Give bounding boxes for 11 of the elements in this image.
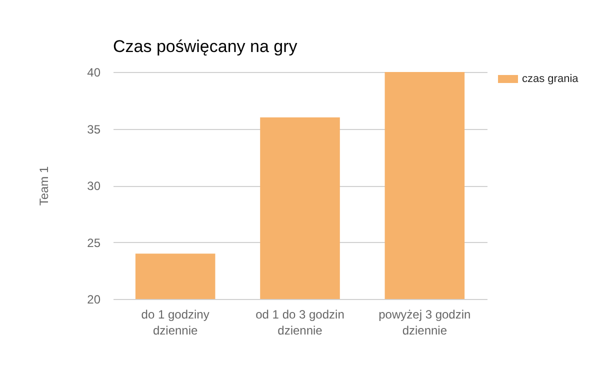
y-tick-label: 35 <box>87 122 101 136</box>
y-tick-label: 25 <box>87 236 101 250</box>
x-tick-label: od 1 do 3 godzin dziennie <box>256 308 344 338</box>
y-tick-label: 20 <box>87 292 101 306</box>
chart-title: Czas poświęcany na gry <box>113 37 298 56</box>
x-tick-label: do 1 godziny dziennie <box>141 308 210 338</box>
y-tick-label: 30 <box>87 179 101 193</box>
y-tick-label: 40 <box>87 66 101 80</box>
legend-label: czas grania <box>522 73 580 85</box>
x-tick-label: powyżej 3 godzin dziennie <box>378 308 471 338</box>
y-axis-title: Team 1 <box>37 166 52 206</box>
